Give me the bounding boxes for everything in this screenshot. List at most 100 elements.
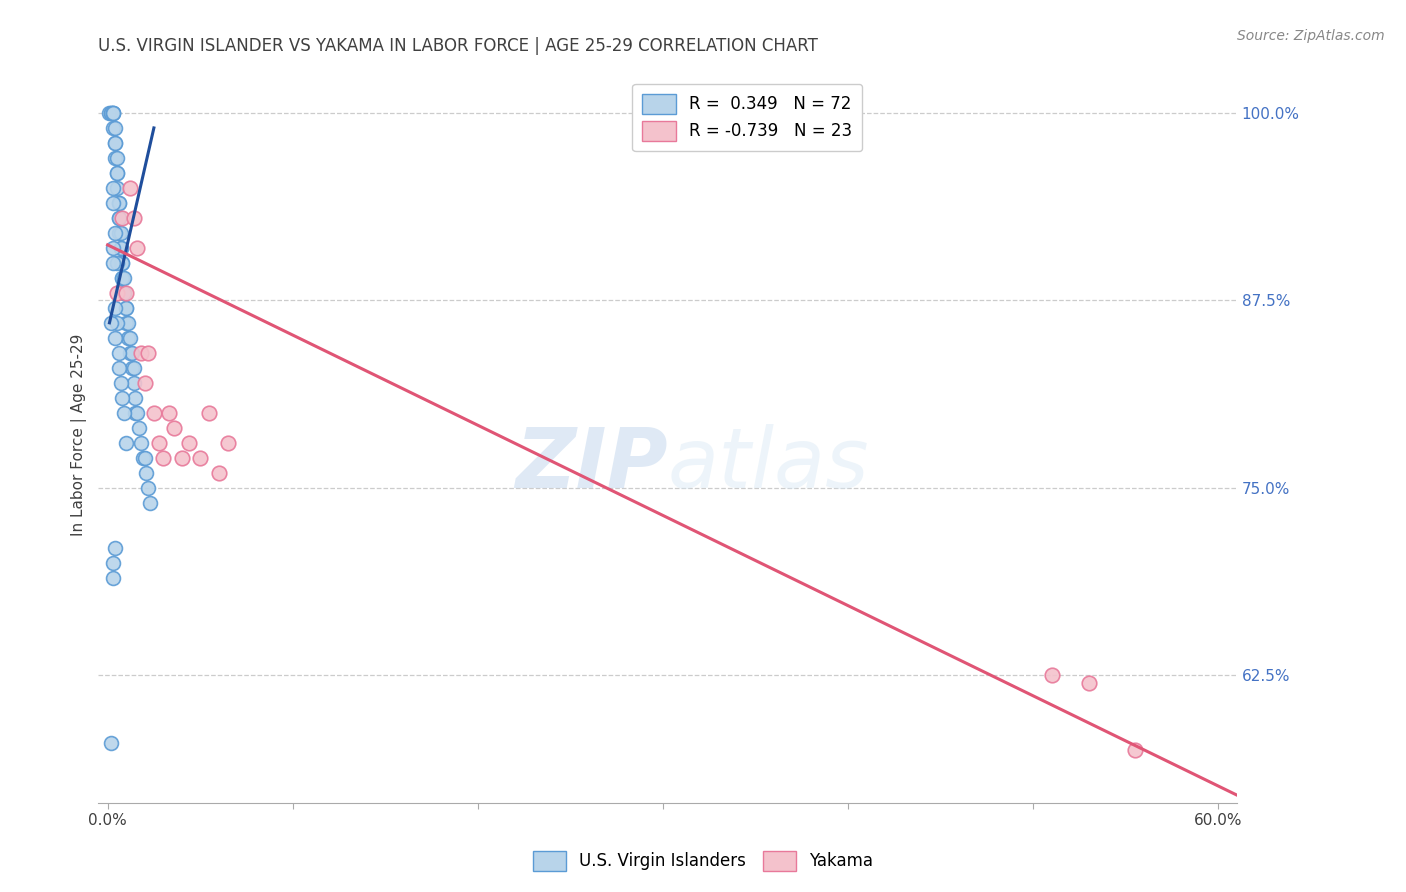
Point: [122, 376, 145, 390]
Point: [129, 435, 152, 450]
Point: [110, 256, 132, 270]
Point: [217, 435, 239, 450]
Point: [115, 301, 138, 315]
Point: [104, 331, 127, 345]
Point: [122, 211, 145, 225]
Point: [122, 360, 145, 375]
Point: [115, 435, 138, 450]
Point: [101, 181, 124, 195]
Point: [111, 211, 134, 225]
Point: [104, 151, 127, 165]
Point: [163, 421, 186, 435]
Point: [101, 556, 124, 570]
Point: [110, 376, 132, 390]
Point: [104, 120, 127, 135]
Point: [105, 151, 128, 165]
Point: [1077, 675, 1099, 690]
Point: [100, 106, 122, 120]
Point: [129, 346, 152, 360]
Point: [104, 226, 127, 240]
Point: [107, 195, 129, 210]
Point: [111, 256, 134, 270]
Point: [107, 195, 129, 210]
Point: [105, 256, 128, 270]
Point: [101, 256, 124, 270]
Point: [104, 136, 127, 150]
Point: [139, 496, 162, 510]
Point: [121, 346, 143, 360]
Point: [110, 241, 132, 255]
Point: [117, 316, 139, 330]
Point: [105, 285, 128, 300]
Point: [105, 181, 128, 195]
Point: [136, 346, 159, 360]
Point: [110, 241, 132, 255]
Point: [112, 406, 135, 420]
Point: [107, 226, 129, 240]
Text: U.S. VIRGIN ISLANDER VS YAKAMA IN LABOR FORCE | AGE 25-29 CORRELATION CHART: U.S. VIRGIN ISLANDER VS YAKAMA IN LABOR …: [98, 37, 818, 55]
Point: [111, 256, 134, 270]
Point: [101, 241, 124, 255]
Point: [152, 450, 174, 465]
Point: [157, 406, 180, 420]
Point: [148, 435, 170, 450]
Point: [188, 450, 211, 465]
Point: [134, 376, 156, 390]
Point: [110, 226, 132, 240]
Legend: U.S. Virgin Islanders, Yakama: U.S. Virgin Islanders, Yakama: [524, 842, 882, 880]
Y-axis label: In Labor Force | Age 25-29: In Labor Force | Age 25-29: [72, 334, 87, 536]
Legend: R =  0.349   N = 72, R = -0.739   N = 23: R = 0.349 N = 72, R = -0.739 N = 23: [633, 84, 862, 151]
Point: [101, 106, 124, 120]
Point: [104, 136, 127, 150]
Point: [112, 285, 135, 300]
Point: [132, 450, 155, 465]
Point: [107, 211, 129, 225]
Point: [121, 360, 143, 375]
Point: [128, 421, 150, 435]
Point: [101, 120, 124, 135]
Point: [198, 406, 221, 420]
Point: [135, 466, 157, 480]
Point: [127, 406, 149, 420]
Point: [124, 406, 146, 420]
Point: [105, 166, 128, 180]
Point: [134, 450, 156, 465]
Point: [136, 481, 159, 495]
Point: [101, 195, 124, 210]
Point: [100, 316, 122, 330]
Point: [100, 106, 122, 120]
Point: [1040, 668, 1063, 682]
Point: [115, 301, 138, 315]
Point: [177, 435, 200, 450]
Point: [98, 106, 121, 120]
Text: Source: ZipAtlas.com: Source: ZipAtlas.com: [1237, 29, 1385, 43]
Point: [100, 735, 122, 749]
Point: [208, 466, 231, 480]
Point: [127, 241, 149, 255]
Point: [118, 346, 141, 360]
Point: [101, 106, 124, 120]
Point: [112, 285, 135, 300]
Text: ZIP: ZIP: [515, 424, 668, 505]
Point: [101, 571, 124, 585]
Point: [107, 346, 129, 360]
Point: [111, 391, 134, 405]
Point: [104, 541, 127, 555]
Point: [115, 285, 138, 300]
Point: [112, 270, 135, 285]
Point: [115, 316, 138, 330]
Point: [105, 166, 128, 180]
Point: [124, 391, 146, 405]
Text: atlas: atlas: [668, 424, 869, 505]
Point: [111, 270, 134, 285]
Point: [142, 406, 165, 420]
Point: [104, 301, 127, 315]
Point: [111, 270, 134, 285]
Point: [107, 211, 129, 225]
Point: [101, 106, 124, 120]
Point: [118, 331, 141, 345]
Point: [1123, 743, 1146, 757]
Point: [107, 360, 129, 375]
Point: [118, 181, 141, 195]
Point: [105, 316, 128, 330]
